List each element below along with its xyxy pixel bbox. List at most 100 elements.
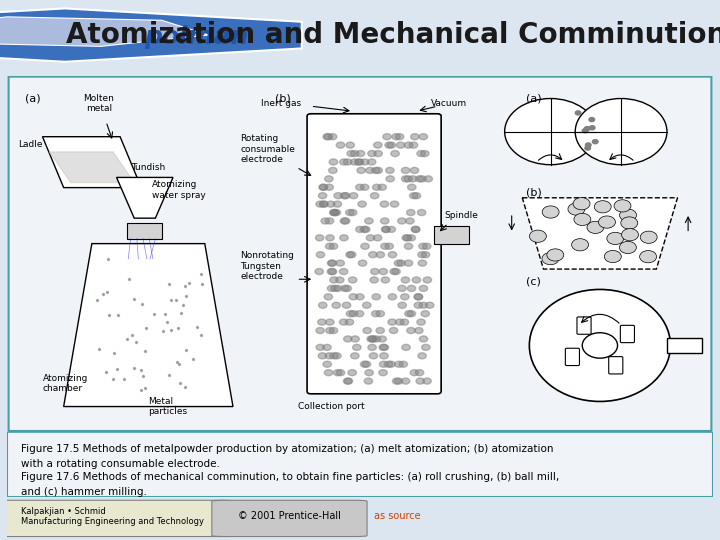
Circle shape bbox=[341, 218, 350, 224]
Circle shape bbox=[404, 142, 413, 148]
Circle shape bbox=[374, 167, 382, 173]
Circle shape bbox=[325, 327, 334, 334]
Circle shape bbox=[568, 203, 585, 215]
Ellipse shape bbox=[529, 289, 670, 401]
Circle shape bbox=[381, 218, 389, 224]
Circle shape bbox=[318, 302, 327, 308]
Circle shape bbox=[351, 151, 359, 157]
Circle shape bbox=[336, 277, 344, 283]
Circle shape bbox=[405, 218, 414, 224]
Circle shape bbox=[404, 260, 413, 266]
Circle shape bbox=[391, 151, 400, 157]
Circle shape bbox=[356, 151, 365, 157]
Circle shape bbox=[349, 193, 358, 199]
Circle shape bbox=[325, 353, 333, 359]
Polygon shape bbox=[522, 198, 678, 269]
Circle shape bbox=[328, 260, 336, 266]
Circle shape bbox=[593, 140, 598, 144]
Circle shape bbox=[397, 142, 405, 148]
Circle shape bbox=[417, 151, 426, 157]
FancyBboxPatch shape bbox=[307, 114, 441, 394]
Circle shape bbox=[392, 378, 401, 384]
Circle shape bbox=[330, 285, 339, 292]
Circle shape bbox=[364, 378, 373, 384]
Circle shape bbox=[398, 302, 406, 308]
Point bbox=[180, 346, 192, 354]
Circle shape bbox=[590, 126, 595, 130]
Circle shape bbox=[379, 369, 387, 376]
Circle shape bbox=[346, 310, 355, 317]
Circle shape bbox=[390, 268, 398, 274]
Circle shape bbox=[345, 319, 354, 325]
Circle shape bbox=[372, 167, 380, 173]
Polygon shape bbox=[63, 244, 233, 407]
Circle shape bbox=[420, 151, 429, 157]
Circle shape bbox=[404, 243, 413, 249]
Circle shape bbox=[356, 226, 364, 232]
Circle shape bbox=[542, 206, 559, 218]
Circle shape bbox=[334, 193, 343, 199]
Circle shape bbox=[316, 201, 324, 207]
Circle shape bbox=[346, 142, 354, 148]
Circle shape bbox=[328, 268, 337, 274]
Text: Inert gas: Inert gas bbox=[261, 99, 302, 108]
Circle shape bbox=[422, 345, 430, 350]
Circle shape bbox=[411, 226, 420, 232]
Circle shape bbox=[363, 327, 372, 334]
Circle shape bbox=[348, 277, 357, 283]
Circle shape bbox=[402, 235, 410, 241]
Point bbox=[137, 371, 148, 380]
Circle shape bbox=[333, 285, 342, 292]
Circle shape bbox=[390, 327, 397, 334]
Circle shape bbox=[340, 159, 348, 165]
Circle shape bbox=[368, 345, 377, 350]
Circle shape bbox=[385, 243, 393, 249]
Circle shape bbox=[423, 243, 431, 249]
Point bbox=[183, 279, 194, 287]
Circle shape bbox=[364, 218, 373, 224]
Circle shape bbox=[418, 260, 427, 266]
Circle shape bbox=[333, 369, 342, 376]
Circle shape bbox=[415, 176, 424, 182]
Point bbox=[163, 371, 175, 380]
Circle shape bbox=[397, 285, 406, 292]
Circle shape bbox=[574, 213, 591, 226]
Circle shape bbox=[330, 210, 338, 215]
Circle shape bbox=[381, 277, 390, 283]
Circle shape bbox=[399, 361, 408, 367]
Circle shape bbox=[320, 201, 328, 207]
Circle shape bbox=[598, 216, 616, 228]
Circle shape bbox=[341, 285, 349, 292]
Circle shape bbox=[323, 345, 331, 350]
Circle shape bbox=[386, 176, 395, 182]
Bar bbox=[434, 226, 469, 244]
FancyBboxPatch shape bbox=[212, 500, 367, 537]
Point bbox=[101, 288, 112, 296]
Circle shape bbox=[587, 221, 604, 233]
Circle shape bbox=[325, 243, 334, 249]
Circle shape bbox=[410, 167, 419, 173]
Text: Spindle: Spindle bbox=[445, 211, 479, 220]
Circle shape bbox=[604, 251, 621, 262]
Circle shape bbox=[419, 133, 428, 140]
Circle shape bbox=[594, 201, 611, 213]
Point bbox=[196, 269, 207, 278]
Point bbox=[128, 295, 140, 303]
Circle shape bbox=[372, 184, 381, 190]
Circle shape bbox=[529, 230, 546, 242]
Circle shape bbox=[332, 302, 341, 308]
Circle shape bbox=[328, 285, 336, 292]
Circle shape bbox=[419, 336, 428, 342]
Point bbox=[162, 318, 174, 327]
Circle shape bbox=[418, 176, 426, 182]
Circle shape bbox=[381, 243, 390, 249]
Circle shape bbox=[413, 193, 420, 199]
Point bbox=[179, 282, 191, 291]
Circle shape bbox=[379, 361, 388, 367]
Circle shape bbox=[426, 302, 434, 308]
Point bbox=[94, 345, 105, 354]
Text: and (c) hammer milling.: and (c) hammer milling. bbox=[22, 487, 147, 497]
Point bbox=[96, 290, 108, 299]
Circle shape bbox=[505, 98, 596, 165]
Point bbox=[174, 360, 185, 368]
